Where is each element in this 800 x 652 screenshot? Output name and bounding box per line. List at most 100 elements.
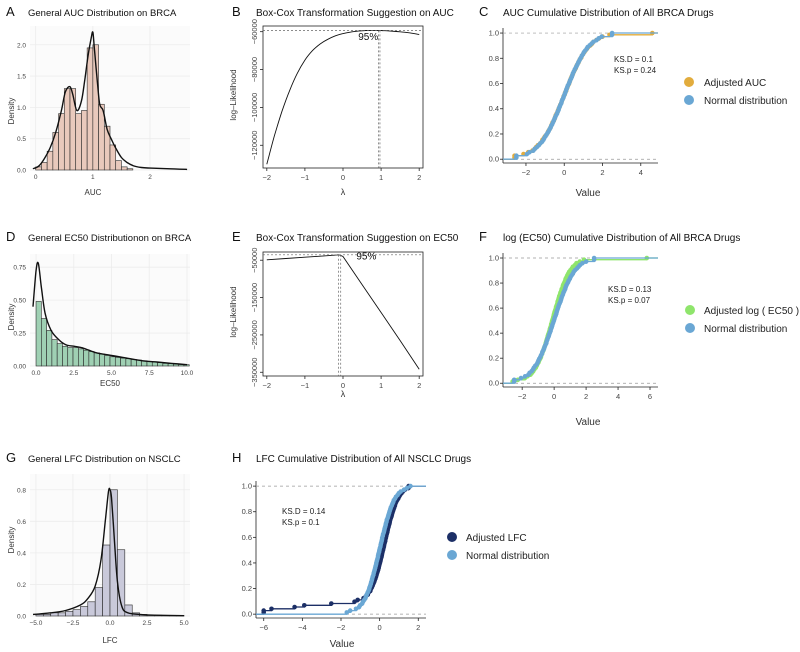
panel-label-a: A [6, 4, 15, 19]
x-tick-label-g-1: −2.5 [67, 620, 80, 627]
y-tick-label-a-0: 0.0 [17, 168, 26, 175]
ecdf-step-c-1 [503, 32, 658, 160]
ecdf-point-f-1-69 [583, 259, 589, 264]
y-axis-label-d: Density [7, 304, 16, 331]
legend-label-f-1: Normal distribution [704, 324, 787, 335]
y-axis-label-g: Density [7, 527, 16, 554]
ecdf-point-f-1-3 [522, 374, 528, 379]
x-tick-label-f-0: −2 [518, 392, 527, 401]
ks-d-c: KS.D = 0.1 [614, 55, 653, 64]
x-axis-label-d: EC50 [100, 379, 121, 388]
x-tick-label-h-0: −6 [259, 623, 268, 632]
ecdf-point-f-1-2 [518, 375, 524, 381]
ecdf-point-h-0-5 [329, 601, 334, 606]
x-axis-label-h: Value [330, 639, 355, 650]
histogram-bar-g-4 [65, 610, 74, 617]
ecdf-point-f-1-68 [580, 260, 585, 266]
y-tick-label-a-4: 2.0 [17, 42, 26, 49]
y-axis-label-b: log–Likelihood [229, 69, 238, 120]
panel-b: B Box-Cox Transformation Suggestion on A… [229, 4, 454, 197]
y-tick-label-b-3: −60000 [250, 19, 259, 44]
ecdf-step-c-0 [503, 32, 658, 160]
histogram-bar-a-2 [46, 150, 54, 171]
ecdf-point-f-0-68 [574, 260, 579, 266]
x-tick-label-a-2: 2 [148, 174, 152, 181]
legend-swatch-f-1 [685, 323, 695, 333]
y-tick-label-f-4: 0.8 [489, 279, 499, 288]
histogram-bar-d-3 [51, 339, 58, 367]
y-axis-label-e: log–Likelihood [229, 286, 238, 337]
y-tick-label-f-5: 1.0 [489, 254, 499, 263]
legend-label-c-0: Adjusted AUC [704, 78, 766, 89]
histogram-bar-g-3 [57, 612, 66, 617]
x-tick-label-e-2: 0 [341, 381, 345, 390]
x-tick-label-e-1: −1 [301, 381, 310, 390]
x-tick-label-c-1: 0 [562, 168, 566, 177]
panel-label-c: C [479, 4, 488, 19]
histogram-bar-a-13 [109, 144, 117, 171]
y-tick-label-c-4: 0.8 [489, 54, 499, 63]
ecdf-point-h-1-71 [408, 483, 413, 489]
y-tick-label-e-3: −50000 [250, 248, 259, 273]
ecdf-point-h-1-1 [347, 608, 353, 613]
x-tick-label-f-4: 6 [648, 392, 652, 401]
histogram-bar-g-5 [72, 609, 81, 617]
likelihood-curve-e [266, 254, 420, 370]
ks-p-c: KS.p = 0.24 [614, 66, 657, 75]
x-axis-label-c: Value [576, 188, 601, 199]
ecdf-point-c-1-1 [514, 153, 519, 158]
histogram-bar-d-24 [162, 363, 169, 367]
x-tick-label-d-4: 10.0 [181, 370, 194, 377]
x-tick-label-f-1: 0 [552, 392, 556, 401]
y-tick-label-h-3: 0.6 [242, 533, 252, 542]
y-tick-label-f-0: 0.0 [489, 379, 499, 388]
histogram-bar-a-9 [86, 47, 94, 171]
histogram-bar-d-1 [41, 318, 47, 367]
y-tick-label-b-0: −120000 [250, 131, 259, 160]
x-tick-label-e-4: 2 [417, 381, 421, 390]
x-tick-label-b-4: 2 [417, 173, 421, 182]
y-tick-label-d-0: 0.00 [13, 364, 26, 371]
ecdf-point-c-1-71 [609, 30, 615, 36]
x-tick-label-e-0: −2 [263, 381, 272, 390]
x-tick-label-d-2: 5.0 [107, 370, 116, 377]
histogram-bar-g-9 [102, 544, 111, 617]
legend-label-f-0: Adjusted log ( EC50 ) [704, 306, 799, 317]
y-tick-label-g-3: 0.6 [17, 519, 26, 526]
legend-label-h-1: Normal distribution [466, 551, 549, 562]
legend-label-h-0: Adjusted LFC [466, 533, 527, 544]
legend-swatch-h-0 [447, 532, 457, 542]
x-tick-label-h-4: 2 [416, 623, 420, 632]
y-tick-label-a-2: 1.0 [17, 105, 26, 112]
histogram-bar-g-6 [80, 606, 89, 617]
x-tick-label-c-3: 4 [639, 168, 643, 177]
x-tick-label-d-1: 2.5 [69, 370, 78, 377]
histogram-bar-a-7 [75, 113, 82, 171]
panel-g: G General LFC Distribution on NSCLC Dens… [6, 450, 190, 645]
density-curve-g [32, 487, 185, 617]
x-tick-label-d-3: 7.5 [145, 370, 154, 377]
panel-label-h: H [232, 450, 241, 465]
histogram-bar-a-4 [58, 113, 65, 171]
chart-title-a: General AUC Distribution on BRCA [28, 8, 177, 19]
histogram-bar-d-11 [93, 352, 100, 367]
y-tick-label-a-3: 1.5 [17, 74, 26, 81]
chart-title-g: General LFC Distribution on NSCLC [28, 454, 181, 465]
panel-label-e: E [232, 229, 241, 244]
legend-swatch-c-0 [684, 77, 694, 87]
histogram-bar-d-13 [104, 355, 111, 367]
histogram-bar-a-8 [81, 110, 88, 171]
chart-title-d: General EC50 Distributionon on BRCA [28, 233, 192, 244]
ks-p-h: KS.p = 0.1 [282, 518, 320, 527]
histogram-bar-d-2 [46, 330, 53, 367]
x-tick-label-c-2: 2 [600, 168, 604, 177]
histogram-bar-g-1 [43, 614, 52, 617]
ecdf-point-c-1-69 [599, 34, 604, 39]
legend-swatch-f-0 [685, 305, 695, 315]
y-tick-label-c-0: 0.0 [489, 155, 499, 164]
y-tick-label-c-1: 0.2 [489, 129, 499, 138]
x-tick-label-a-0: 0 [34, 174, 38, 181]
x-tick-label-c-0: −2 [522, 168, 531, 177]
y-tick-label-d-3: 0.75 [13, 265, 26, 272]
x-tick-label-b-2: 0 [341, 173, 345, 182]
